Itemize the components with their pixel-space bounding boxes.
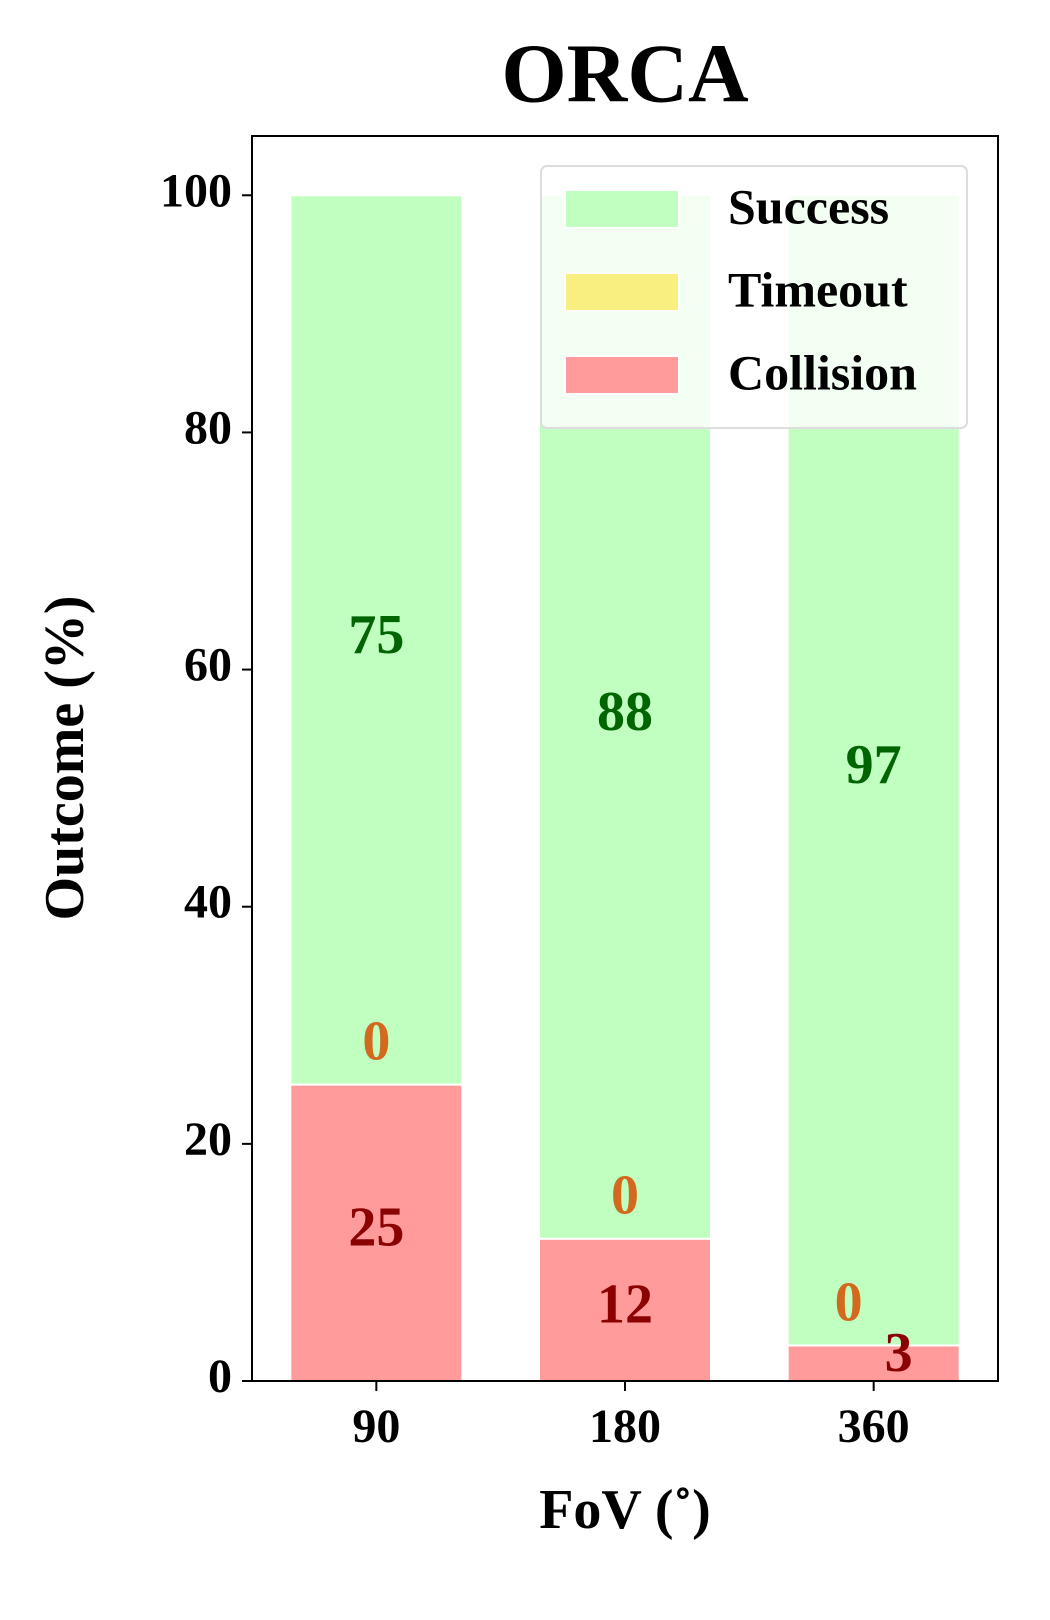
bar-segment bbox=[289, 194, 464, 1086]
y-tick-label: 20 bbox=[184, 1113, 232, 1166]
legend-label: Success bbox=[728, 178, 889, 234]
legend-label: Timeout bbox=[728, 261, 908, 317]
y-tick-label: 60 bbox=[184, 639, 232, 692]
data-label: 0 bbox=[611, 1165, 639, 1227]
y-axis-label: Outcome (%) bbox=[34, 595, 96, 920]
data-label: 97 bbox=[846, 734, 902, 796]
data-label: 25 bbox=[348, 1197, 404, 1259]
x-tick-label: 360 bbox=[838, 1400, 910, 1453]
chart-title: ORCA bbox=[501, 27, 749, 120]
data-label: 0 bbox=[362, 1010, 390, 1072]
y-tick-label: 0 bbox=[208, 1350, 232, 1403]
y-tick-label: 40 bbox=[184, 876, 232, 929]
legend-swatch bbox=[564, 189, 680, 229]
x-tick-label: 180 bbox=[589, 1400, 661, 1453]
y-tick-label: 100 bbox=[160, 164, 232, 217]
legend-swatch bbox=[564, 272, 680, 312]
legend-swatch bbox=[564, 355, 680, 395]
data-label: 3 bbox=[885, 1322, 913, 1384]
y-tick-label: 80 bbox=[184, 401, 232, 454]
data-label: 75 bbox=[348, 604, 404, 666]
x-axis-label: FoV (˚) bbox=[539, 1479, 711, 1541]
bar-segment bbox=[538, 1237, 712, 1382]
bar-segment bbox=[786, 1344, 961, 1383]
data-label: 12 bbox=[597, 1274, 653, 1336]
data-label: 88 bbox=[597, 681, 653, 743]
legend-label: Collision bbox=[728, 344, 917, 400]
x-tick-label: 90 bbox=[352, 1400, 400, 1453]
plot-frame bbox=[251, 135, 999, 1382]
data-label: 0 bbox=[835, 1271, 863, 1333]
